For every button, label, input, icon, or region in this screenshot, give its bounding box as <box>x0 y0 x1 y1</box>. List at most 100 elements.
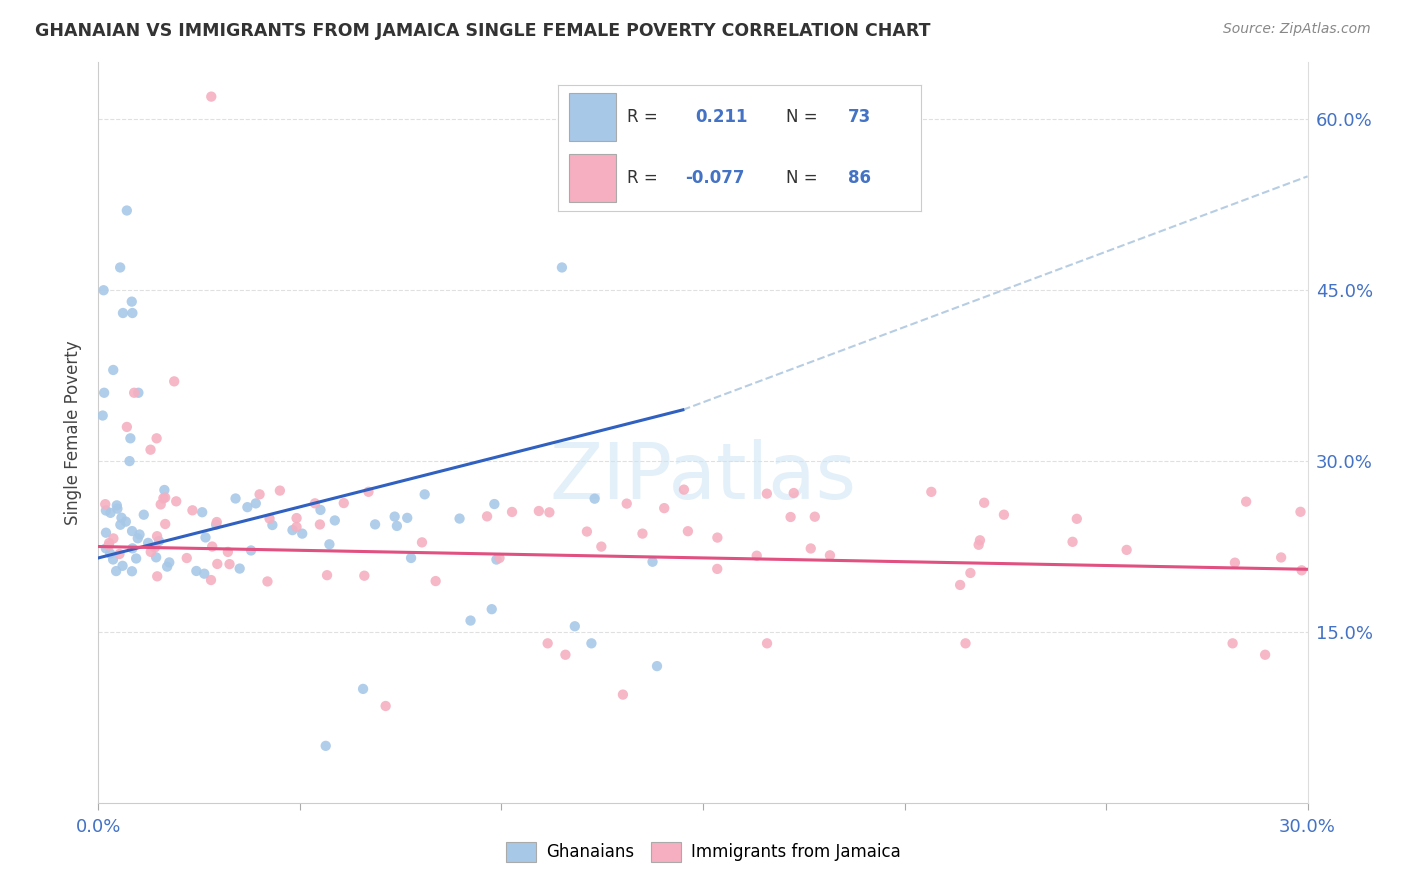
Point <box>1066 512 1088 526</box>
Point <box>103 363 125 377</box>
Point <box>121 541 143 556</box>
Point <box>153 491 176 505</box>
Point <box>111 558 134 573</box>
Point <box>333 496 356 510</box>
Point <box>488 551 510 566</box>
Point <box>165 494 187 508</box>
Point <box>152 491 174 506</box>
Point <box>194 531 217 545</box>
Point <box>537 636 560 650</box>
Point <box>955 636 977 650</box>
Point <box>399 551 422 566</box>
Text: Source: ZipAtlas.com: Source: ZipAtlas.com <box>1223 22 1371 37</box>
Point <box>1062 534 1084 549</box>
Point <box>779 510 801 524</box>
Point <box>285 520 308 534</box>
Point <box>575 524 598 539</box>
Point <box>105 499 128 513</box>
Point <box>581 636 603 650</box>
Point <box>1223 556 1246 570</box>
Point <box>285 511 308 525</box>
Point <box>121 564 143 578</box>
Point <box>146 569 169 583</box>
Point <box>103 532 125 546</box>
Point <box>318 537 340 551</box>
Point <box>460 614 482 628</box>
Point <box>115 203 138 218</box>
Point <box>481 602 503 616</box>
Point <box>396 511 419 525</box>
Point <box>641 555 664 569</box>
Point <box>612 688 634 702</box>
Point <box>121 306 143 320</box>
Point <box>591 540 613 554</box>
Point <box>413 487 436 501</box>
Point <box>449 511 471 525</box>
Point <box>1222 636 1244 650</box>
Point <box>132 508 155 522</box>
Point <box>100 506 122 520</box>
Point <box>384 509 406 524</box>
Point <box>364 517 387 532</box>
Point <box>969 533 991 548</box>
Point <box>127 385 149 400</box>
Point <box>1270 550 1292 565</box>
Point <box>309 503 332 517</box>
Point <box>136 536 159 550</box>
Point <box>207 557 229 571</box>
Point <box>153 483 176 497</box>
Point <box>145 550 167 565</box>
Point <box>291 526 314 541</box>
Point <box>157 556 180 570</box>
Point <box>967 538 990 552</box>
Text: ZIPatlas: ZIPatlas <box>550 439 856 515</box>
Point <box>551 260 574 275</box>
Point <box>156 559 179 574</box>
Point <box>652 501 675 516</box>
Point <box>143 541 166 555</box>
Point <box>139 545 162 559</box>
Point <box>110 510 132 524</box>
Point <box>149 497 172 511</box>
Point <box>804 509 827 524</box>
Point <box>108 260 131 275</box>
Point <box>200 573 222 587</box>
Point <box>163 375 186 389</box>
Point <box>115 420 138 434</box>
Point <box>281 523 304 537</box>
Point <box>256 574 278 589</box>
Point <box>186 564 208 578</box>
Point <box>676 524 699 539</box>
Point <box>564 619 586 633</box>
Point <box>94 525 117 540</box>
Point <box>484 497 506 511</box>
Point <box>411 535 433 549</box>
Point <box>121 524 143 538</box>
Point <box>755 486 778 500</box>
Point <box>120 431 142 445</box>
Point <box>993 508 1015 522</box>
Point <box>425 574 447 588</box>
Point <box>217 545 239 559</box>
Point <box>201 540 224 554</box>
Point <box>118 454 141 468</box>
Point <box>262 518 284 533</box>
Point <box>105 564 128 578</box>
Point <box>225 491 247 506</box>
Point <box>706 562 728 576</box>
Point <box>176 551 198 566</box>
Point <box>205 515 228 529</box>
Y-axis label: Single Female Poverty: Single Female Poverty <box>65 341 83 524</box>
Point <box>93 385 115 400</box>
Point <box>818 549 841 563</box>
Point <box>249 487 271 501</box>
Point <box>200 89 222 103</box>
Point <box>538 505 561 519</box>
Point <box>527 504 550 518</box>
Point <box>98 546 121 560</box>
Point <box>205 517 228 532</box>
Point <box>316 568 339 582</box>
Point <box>385 519 408 533</box>
Point <box>218 557 240 571</box>
Point <box>501 505 523 519</box>
